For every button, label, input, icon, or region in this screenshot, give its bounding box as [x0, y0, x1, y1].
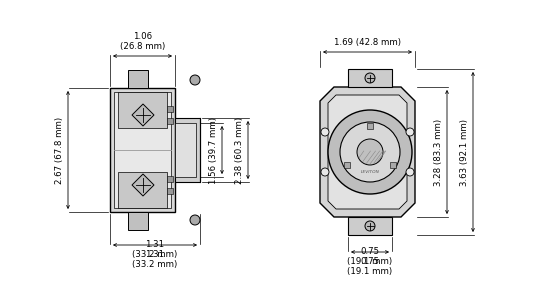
Polygon shape [132, 104, 154, 126]
Polygon shape [167, 188, 173, 194]
Text: 3.63 (92.1 mm): 3.63 (92.1 mm) [460, 118, 469, 185]
Text: LEVITON: LEVITON [361, 170, 380, 174]
Polygon shape [118, 172, 167, 208]
Polygon shape [167, 118, 173, 124]
Text: 2.67 (67.8 mm): 2.67 (67.8 mm) [55, 116, 64, 184]
Text: 1.56 (39.7 mm): 1.56 (39.7 mm) [209, 116, 218, 184]
Circle shape [406, 128, 414, 136]
Polygon shape [128, 212, 148, 230]
Polygon shape [114, 92, 171, 208]
Polygon shape [175, 118, 200, 182]
Polygon shape [128, 70, 148, 88]
Polygon shape [167, 106, 173, 112]
Polygon shape [167, 176, 173, 182]
Circle shape [190, 75, 200, 85]
Text: 1.06
(26.8 mm): 1.06 (26.8 mm) [120, 32, 165, 51]
Text: 1.31
(33.2 mm): 1.31 (33.2 mm) [132, 240, 178, 259]
Text: 0.75
(19.1 mm): 0.75 (19.1 mm) [347, 247, 393, 266]
Text: 1.31
(33.2 mm): 1.31 (33.2 mm) [132, 250, 178, 269]
Polygon shape [367, 123, 373, 129]
Circle shape [321, 128, 329, 136]
Polygon shape [118, 92, 167, 128]
Circle shape [321, 168, 329, 176]
Polygon shape [345, 162, 350, 168]
Text: 0.75
(19.1 mm): 0.75 (19.1 mm) [347, 257, 393, 276]
Circle shape [340, 122, 400, 182]
Polygon shape [175, 123, 196, 177]
Circle shape [365, 221, 375, 231]
Polygon shape [320, 87, 415, 217]
Text: 1.69 (42.8 mm): 1.69 (42.8 mm) [334, 38, 401, 47]
Circle shape [365, 73, 375, 83]
Polygon shape [132, 174, 154, 196]
Polygon shape [328, 95, 407, 209]
Circle shape [406, 168, 414, 176]
Polygon shape [348, 69, 392, 87]
Polygon shape [110, 88, 175, 212]
Circle shape [328, 110, 412, 194]
Circle shape [357, 139, 383, 165]
Text: 3.28 (83.3 mm): 3.28 (83.3 mm) [434, 118, 443, 186]
Polygon shape [348, 217, 392, 235]
Polygon shape [389, 162, 395, 168]
Circle shape [190, 215, 200, 225]
Text: 2.38 (60.3 mm): 2.38 (60.3 mm) [235, 116, 244, 184]
